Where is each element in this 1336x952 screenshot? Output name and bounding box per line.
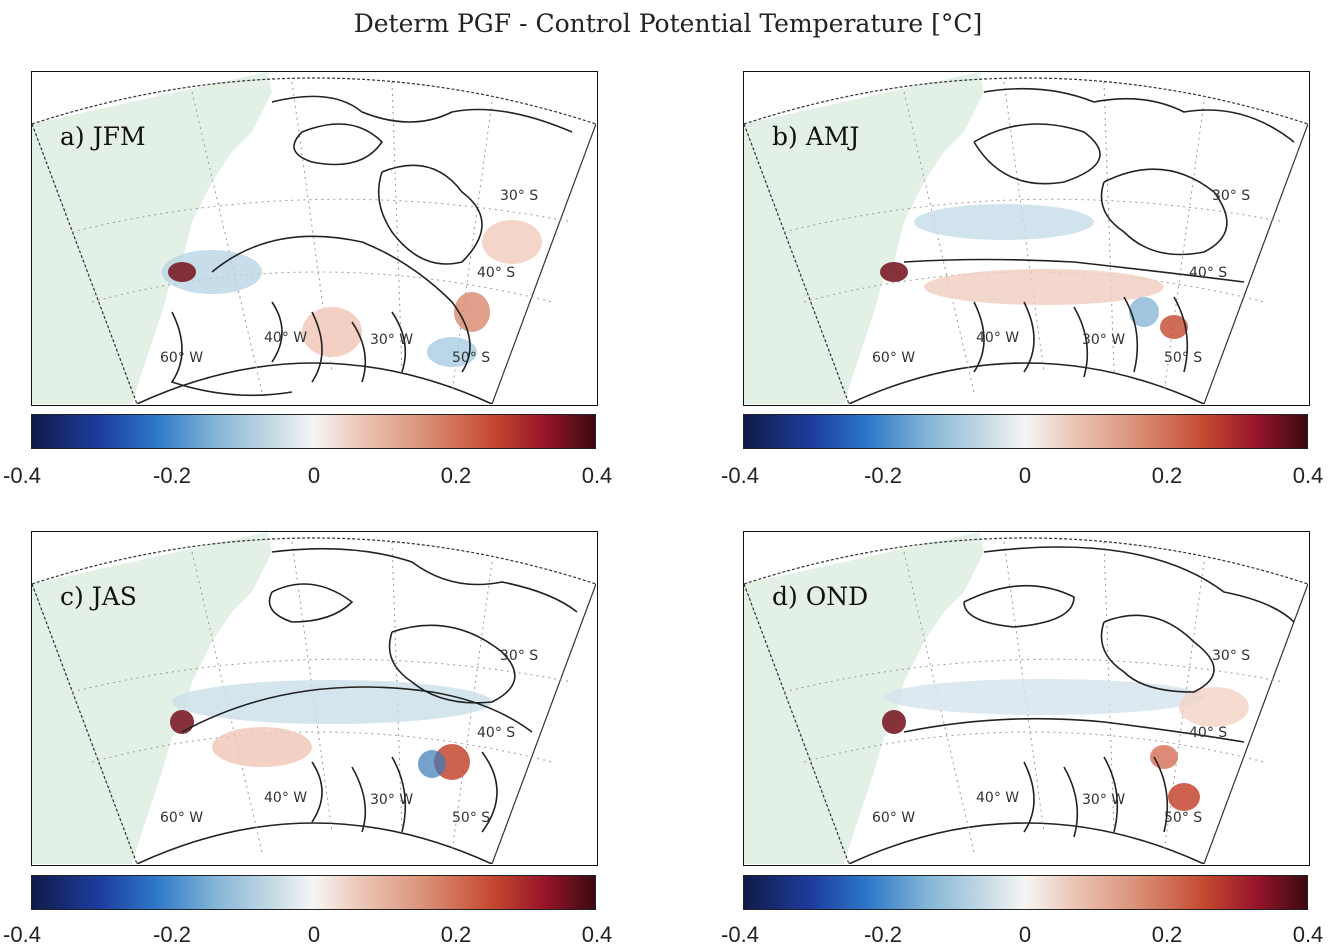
lon-label: 40° W: [976, 330, 1019, 346]
colorbar-tick: -0.2: [864, 463, 902, 488]
lon-label: 30° W: [1082, 792, 1125, 808]
ocean-map: 30° S 40° S 50° S 60° W 40° W 30° W: [744, 532, 1308, 864]
southern-boundary: [136, 822, 493, 864]
anomaly-patches: [170, 680, 492, 780]
contour-lines: [170, 95, 573, 397]
colorbar-tick: 0: [307, 463, 321, 488]
colorbar-tick: 0.2: [1151, 922, 1183, 947]
lat-label: 30° S: [1212, 188, 1250, 204]
ocean-map: 30° S 40° S 50° S 60° W 40° W 30° W: [32, 72, 596, 404]
lon-label: 60° W: [872, 350, 915, 366]
map-panel-ond: 30° S 40° S 50° S 60° W 40° W 30° W d) O…: [743, 531, 1310, 866]
lon-label: 30° W: [370, 792, 413, 808]
lon-label: 40° W: [264, 790, 307, 806]
southern-boundary: [848, 822, 1205, 864]
colorbar: [31, 414, 596, 449]
panel-label: c) JAS: [60, 582, 137, 611]
lon-label: 30° W: [1082, 332, 1125, 348]
map-panel-jfm: 30° S 40° S 50° S 60° W 40° W 30° W a) J…: [31, 71, 598, 406]
lon-label: 40° W: [976, 790, 1019, 806]
land-region: [744, 72, 984, 404]
land-region: [744, 532, 984, 864]
domain-boundary: [1203, 583, 1308, 864]
contour-lines: [181, 547, 578, 833]
colorbar: [31, 875, 596, 910]
colorbar-tick: -0.2: [153, 463, 191, 488]
lat-label: 30° S: [1212, 648, 1250, 664]
land-region: [32, 532, 272, 864]
panel-label: b) AMJ: [772, 122, 860, 151]
lon-label: 60° W: [160, 350, 203, 366]
colorbar-tick: 0.4: [1292, 463, 1324, 488]
colorbar: [743, 875, 1308, 910]
colorbar-tick: 0.4: [1292, 922, 1324, 947]
lat-label: 40° S: [1189, 265, 1227, 281]
map-panel-amj: 30° S 40° S 50° S 60° W 40° W 30° W b) A…: [743, 71, 1310, 406]
colorbar-tick: -0.2: [864, 922, 902, 947]
land-region: [32, 72, 272, 404]
domain-boundary: [32, 77, 596, 125]
colorbar-tick: 0.2: [1151, 463, 1183, 488]
colorbar-tick: 0: [1018, 463, 1032, 488]
southern-boundary: [136, 362, 493, 404]
lon-label: 60° W: [160, 810, 203, 826]
domain-boundary: [744, 537, 1308, 585]
domain-boundary: [32, 537, 596, 585]
colorbar-tick: 0.2: [440, 463, 472, 488]
ocean-map: 30° S 40° S 50° S 60° W 40° W 30° W: [744, 72, 1308, 404]
domain-boundary: [491, 123, 596, 404]
contour-lines: [903, 546, 1295, 838]
anomaly-patches: [880, 204, 1188, 339]
domain-boundary: [491, 583, 596, 864]
gridlines: [71, 81, 573, 393]
ocean-map: 30° S 40° S 50° S 60° W 40° W 30° W: [32, 532, 596, 864]
panel-label: d) OND: [772, 582, 869, 611]
colorbar: [743, 414, 1308, 449]
lat-label: 30° S: [500, 188, 538, 204]
colorbar-tick: 0: [1018, 922, 1032, 947]
lat-label: 50° S: [452, 350, 490, 366]
lat-label: 50° S: [452, 810, 490, 826]
lat-label: 40° S: [477, 265, 515, 281]
lon-label: 40° W: [264, 330, 307, 346]
lat-label: 40° S: [477, 725, 515, 741]
colorbar-tick: 0: [307, 922, 321, 947]
domain-boundary: [1203, 123, 1308, 404]
anomaly-patches: [882, 679, 1249, 811]
map-panel-jas: 30° S 40° S 50° S 60° W 40° W 30° W c) J…: [31, 531, 598, 866]
figure-title: Determ PGF - Control Potential Temperatu…: [353, 9, 983, 38]
southern-boundary: [848, 362, 1205, 404]
colorbar-tick: 0.2: [440, 922, 472, 947]
lat-label: 30° S: [500, 648, 538, 664]
colorbar-tick: -0.4: [3, 463, 41, 488]
colorbar-tick: -0.2: [153, 922, 191, 947]
panel-label: a) JFM: [60, 122, 146, 151]
lat-label: 40° S: [1189, 725, 1227, 741]
colorbar-tick: -0.4: [3, 922, 41, 947]
colorbar-tick: 0.4: [581, 463, 613, 488]
lon-label: 60° W: [872, 810, 915, 826]
anomaly-patches: [162, 220, 542, 367]
colorbar-tick: -0.4: [721, 463, 759, 488]
colorbar-tick: 0.4: [581, 922, 613, 947]
domain-boundary: [744, 77, 1308, 125]
lat-label: 50° S: [1164, 350, 1202, 366]
lat-label: 50° S: [1164, 810, 1202, 826]
lon-label: 30° W: [370, 332, 413, 348]
colorbar-tick: -0.4: [721, 922, 759, 947]
contour-lines: [903, 87, 1295, 378]
